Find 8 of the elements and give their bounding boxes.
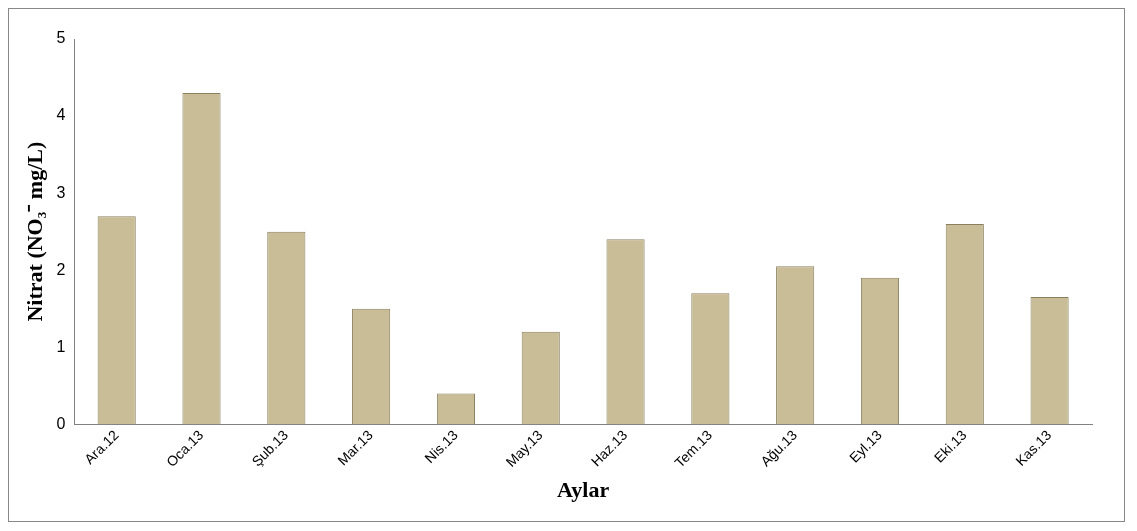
y-tick-label: 5	[56, 29, 66, 47]
y-tick-label: 0	[56, 414, 66, 432]
x-axis-title: Aylar	[557, 477, 610, 503]
y-tick-label: 3	[56, 183, 66, 201]
y-axis-title: Nitrat (NO₃⁻ mg/L)	[21, 141, 47, 322]
y-tick-label: 2	[56, 260, 66, 278]
y-tick-label: 1	[56, 337, 66, 355]
y-tick-label: 4	[56, 106, 66, 124]
